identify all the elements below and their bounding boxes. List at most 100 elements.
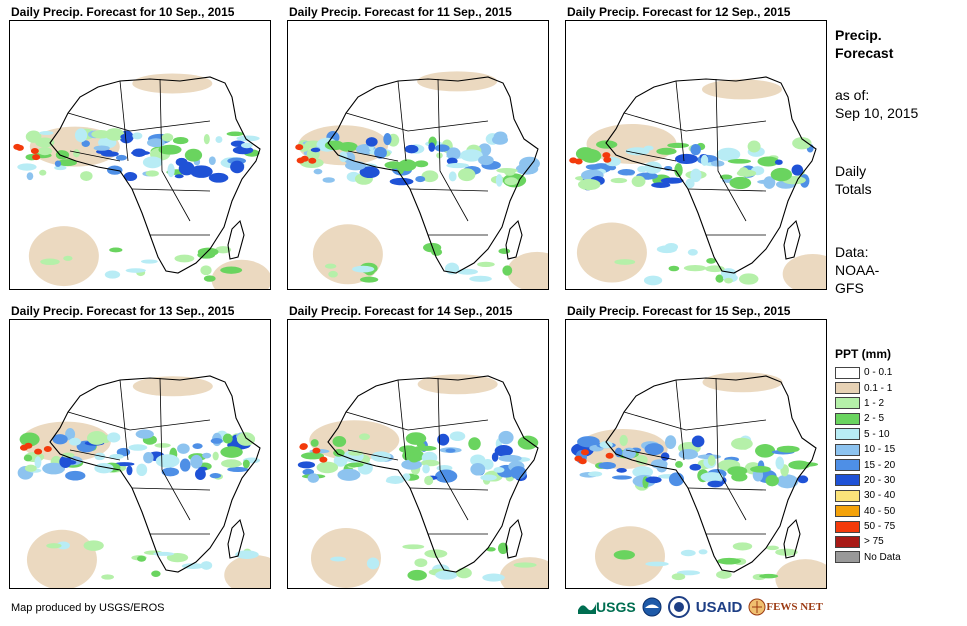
country-border: [131, 188, 211, 192]
usgs-wave-icon: [578, 604, 596, 614]
precip-map: [9, 319, 271, 589]
legend-swatch: [835, 551, 860, 564]
legend-swatch: [835, 459, 860, 472]
map-canvas: [565, 319, 827, 589]
precip-map: [9, 20, 271, 290]
legend-label: 1 - 2: [864, 397, 885, 409]
legend-label: 20 - 30: [864, 474, 896, 486]
country-border: [69, 449, 121, 461]
country-border: [409, 188, 489, 192]
country-border: [69, 150, 121, 162]
legend-label: > 75: [864, 536, 884, 548]
country-border: [397, 379, 407, 461]
madagascar-outline: [505, 219, 523, 260]
usaid-seal-icon: [667, 596, 690, 618]
precip-map: [565, 319, 827, 589]
map-canvas: [9, 20, 271, 290]
madagascar-outline: [783, 518, 801, 559]
data-source-block: Data: NOAA- GFS: [835, 243, 879, 297]
precip-map: [565, 20, 827, 290]
fewsnet-logo: FEWS NET: [748, 598, 823, 616]
legend-swatch: [835, 535, 860, 548]
data-line2: GFS: [835, 280, 864, 296]
country-border: [409, 487, 489, 491]
country-border: [675, 379, 685, 461]
usgs-logo: USGS: [578, 599, 636, 615]
sidebar-title-line2: Forecast: [835, 45, 894, 61]
country-border: [715, 78, 747, 222]
legend-item: 0.1 - 1: [835, 380, 901, 395]
legend-label: 0.1 - 1: [864, 382, 893, 394]
legend-item: 30 - 40: [835, 488, 901, 503]
legend-label: 30 - 40: [864, 490, 896, 502]
country-border: [625, 150, 677, 162]
country-border: [437, 78, 469, 222]
country-border: [623, 112, 767, 132]
sidebar-title: Precip. Forecast: [835, 26, 893, 62]
precip-map: [287, 20, 549, 290]
country-border: [675, 80, 685, 162]
country-border: [67, 112, 211, 132]
legend-swatch: [835, 382, 860, 395]
legend-item: 2 - 5: [835, 411, 901, 426]
footer-credit: Map produced by USGS/EROS: [11, 602, 165, 614]
totals-line2: Totals: [835, 181, 872, 197]
forecast-panel-6: Daily Precip. Forecast for 15 Sep., 2015: [565, 303, 827, 589]
country-border: [437, 377, 469, 521]
asof-date: Sep 10, 2015: [835, 105, 919, 121]
forecast-panel-2: Daily Precip. Forecast for 11 Sep., 2015: [287, 4, 549, 290]
legend-label: 40 - 50: [864, 505, 896, 517]
legend-item: 5 - 10: [835, 427, 901, 442]
map-canvas: [287, 20, 549, 290]
country-border: [625, 449, 677, 461]
legend-item: > 75: [835, 534, 901, 549]
forecast-panel-3: Daily Precip. Forecast for 12 Sep., 2015: [565, 4, 827, 290]
country-border: [159, 78, 191, 222]
sidebar-title-line1: Precip.: [835, 27, 882, 43]
precip-map: [287, 319, 549, 589]
legend-swatch: [835, 397, 860, 410]
legend-swatch: [835, 474, 860, 487]
asof-label: as of:: [835, 87, 870, 103]
country-border: [347, 449, 399, 461]
legend-item: 0 - 0.1: [835, 365, 901, 380]
country-border: [159, 377, 191, 521]
totals-block: Daily Totals: [835, 162, 872, 198]
country-border: [119, 80, 129, 162]
legend-item: 40 - 50: [835, 504, 901, 519]
fewsnet-globe-icon: [748, 598, 766, 616]
country-border: [623, 411, 767, 431]
data-line1: NOAA-: [835, 262, 880, 278]
legend-item: 1 - 2: [835, 396, 901, 411]
legend-label: 15 - 20: [864, 459, 896, 471]
legend-swatch: [835, 443, 860, 456]
logo-strip: USGS USAID FEWS NET: [578, 596, 823, 618]
legend: 0 - 0.1 0.1 - 1 1 - 2 2 - 5 5 - 10 10 - 15 15 …: [835, 365, 901, 565]
country-border: [345, 411, 489, 431]
legend-swatch: [835, 505, 860, 518]
legend-swatch: [835, 412, 860, 425]
legend-title: PPT (mm): [835, 347, 892, 361]
madagascar-outline: [227, 219, 245, 260]
map-canvas: [287, 319, 549, 589]
madagascar-outline: [783, 219, 801, 260]
legend-item: 20 - 30: [835, 473, 901, 488]
legend-swatch: [835, 489, 860, 502]
country-border: [687, 188, 767, 192]
country-border: [397, 80, 407, 162]
legend-swatch: [835, 428, 860, 441]
country-border: [715, 377, 747, 521]
country-border: [347, 150, 399, 162]
panel-title: Daily Precip. Forecast for 15 Sep., 2015: [567, 304, 791, 318]
panel-title: Daily Precip. Forecast for 10 Sep., 2015: [11, 5, 235, 19]
noaa-logo: [642, 597, 662, 617]
legend-item: No Data: [835, 550, 901, 565]
country-border: [131, 487, 211, 491]
legend-item: 50 - 75: [835, 519, 901, 534]
legend-item: 10 - 15: [835, 442, 901, 457]
legend-label: 2 - 5: [864, 413, 885, 425]
panel-title: Daily Precip. Forecast for 12 Sep., 2015: [567, 5, 791, 19]
forecast-panel-4: Daily Precip. Forecast for 13 Sep., 2015: [9, 303, 271, 589]
legend-item: 15 - 20: [835, 457, 901, 472]
legend-swatch: [835, 520, 860, 533]
